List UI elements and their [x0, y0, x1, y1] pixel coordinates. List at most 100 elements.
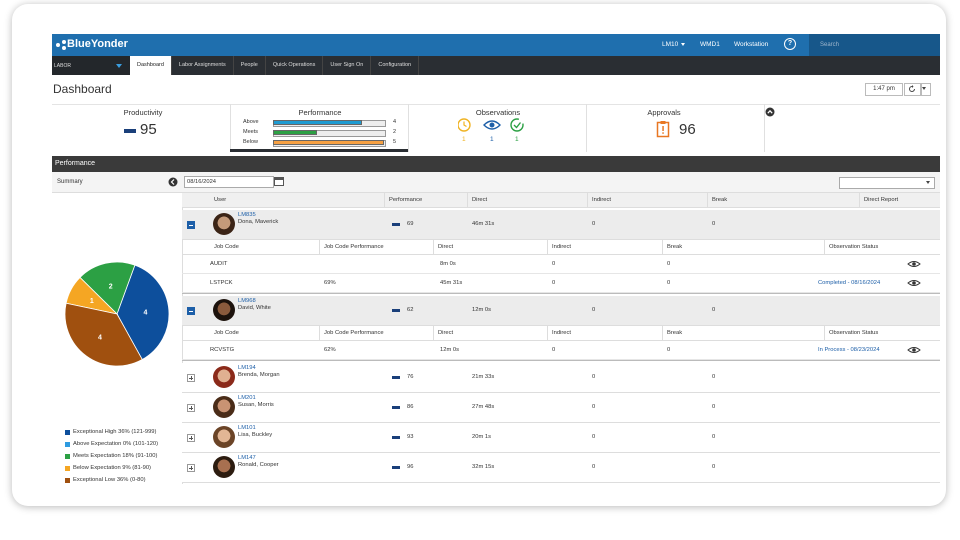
tab[interactable]: People — [234, 56, 266, 75]
approvals-label: Approvals — [647, 108, 681, 117]
detail-job: RCVSTG — [210, 347, 235, 353]
user-row — [182, 210, 940, 239]
refresh-button[interactable] — [904, 83, 922, 96]
legend-label: Below Expectation 9% (81-90) — [73, 465, 151, 471]
tab[interactable]: User Sign On — [323, 56, 372, 75]
column-header: User — [214, 197, 227, 203]
pie-slice — [116, 264, 170, 361]
detail-job: AUDIT — [210, 261, 228, 267]
user-id[interactable]: LM147 — [238, 455, 256, 461]
expand-toggle[interactable] — [187, 434, 195, 442]
tab[interactable]: Dashboard — [130, 56, 172, 75]
user-direct: 20m 1s — [472, 434, 492, 440]
sub-column-header: Observation Status — [829, 330, 879, 336]
user-id[interactable]: LM101 — [238, 425, 256, 431]
row-border — [182, 452, 940, 453]
user-row — [182, 423, 940, 452]
user-id[interactable]: LM201 — [238, 395, 256, 401]
performance-row-value: 2 — [393, 129, 397, 135]
observe-button[interactable] — [907, 260, 921, 268]
user-direct: 21m 33s — [472, 374, 495, 380]
kpi-divider — [764, 104, 765, 152]
productivity-label: Productivity — [123, 108, 163, 117]
observe-button[interactable] — [907, 279, 921, 287]
user-performance: 86 — [407, 404, 414, 410]
legend-swatch — [65, 442, 70, 447]
row-border — [182, 254, 940, 255]
nav-lm10[interactable]: LM10 — [662, 41, 679, 48]
summary-toggle[interactable] — [168, 177, 178, 187]
performance-row-label: Above — [243, 119, 259, 125]
sub-column-header: Break — [667, 330, 683, 336]
eye-outline — [907, 280, 921, 286]
module-label: LABOR — [54, 63, 71, 69]
observations-label: Observations — [475, 108, 521, 117]
expand-toggle[interactable] — [187, 404, 195, 412]
collapse-button[interactable] — [765, 107, 775, 117]
calendar-button[interactable] — [274, 176, 284, 186]
column-divider — [319, 240, 320, 254]
column-divider — [824, 240, 825, 254]
user-performance: 69 — [407, 221, 414, 227]
filter-caret — [926, 181, 930, 184]
module-select[interactable] — [52, 56, 130, 75]
tab[interactable]: Labor Assignments — [172, 56, 234, 75]
user-break: 0 — [712, 307, 716, 313]
performance-row-value: 5 — [393, 139, 397, 145]
kpi-divider — [230, 104, 231, 152]
detail-status[interactable]: In Process - 08/23/2024 — [818, 347, 880, 353]
detail-status[interactable]: Completed - 08/16/2024 — [818, 280, 881, 286]
column-header: Break — [712, 197, 728, 203]
performance-icon — [392, 436, 400, 439]
expand-toggle[interactable] — [187, 307, 195, 315]
user-indirect: 0 — [592, 464, 596, 470]
tab[interactable]: Quick Operations — [266, 56, 324, 75]
row-border — [182, 292, 940, 293]
pie-slice — [64, 302, 143, 367]
filter-dropdown[interactable] — [839, 177, 935, 189]
row-border — [182, 340, 940, 341]
user-indirect: 0 — [592, 221, 596, 227]
column-divider — [547, 240, 548, 254]
sub-column-header: Job Code Performance — [324, 330, 384, 336]
user-id[interactable]: LM968 — [238, 298, 256, 304]
observation-count: 1 — [490, 136, 494, 143]
tab[interactable]: Configuration — [371, 56, 420, 75]
user-indirect: 0 — [592, 404, 596, 410]
observation-count: 1 — [462, 136, 466, 143]
observe-button[interactable] — [907, 346, 921, 354]
column-divider — [384, 193, 385, 207]
expand-toggle[interactable] — [187, 464, 195, 472]
brand-logo — [56, 40, 66, 50]
expand-toggle[interactable] — [187, 374, 195, 382]
pie-label: 4 — [144, 309, 148, 316]
legend-swatch — [65, 430, 70, 435]
nav-workstation[interactable]: Workstation — [734, 41, 769, 48]
sub-column-header: Indirect — [552, 244, 572, 250]
refresh-menu[interactable] — [920, 83, 931, 96]
user-name: David, White — [238, 305, 271, 311]
column-header: Direct — [472, 197, 488, 203]
nav-wmd1[interactable]: WMD1 — [700, 41, 720, 48]
brand[interactable]: BlueYonder — [67, 38, 128, 50]
date-input[interactable]: 08/16/2024 — [184, 176, 274, 188]
row-border — [182, 482, 940, 483]
search-box[interactable] — [809, 34, 940, 56]
detail-break: 0 — [667, 347, 671, 353]
toggle-bar — [189, 310, 193, 312]
row-border — [182, 293, 940, 294]
user-name: Brenda, Morgan — [238, 372, 280, 378]
expand-toggle[interactable] — [187, 221, 195, 229]
top-bar — [52, 34, 940, 56]
performance-row-value: 4 — [393, 119, 397, 125]
user-id[interactable]: LM835 — [238, 212, 256, 218]
user-id[interactable]: LM194 — [238, 365, 256, 371]
app-screen: BlueYonder LM10 WMD1 Workstation ? Searc… — [52, 34, 940, 484]
productivity-icon — [124, 129, 136, 133]
sub-column-header: Direct — [438, 244, 454, 250]
user-break: 0 — [712, 221, 716, 227]
help-button[interactable]: ? — [784, 38, 796, 50]
column-header: Indirect — [592, 197, 612, 203]
pie-slice — [79, 261, 136, 315]
clock-hands — [463, 121, 467, 128]
